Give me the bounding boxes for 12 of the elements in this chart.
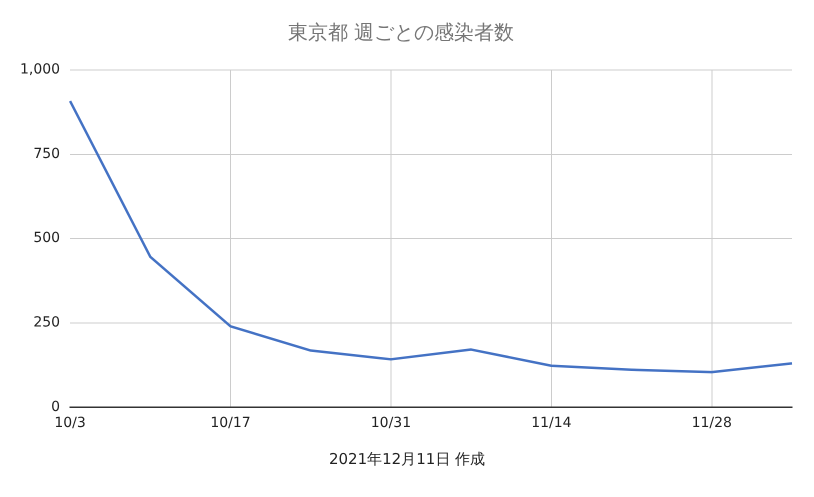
x-tick-label: 11/28 [692,415,732,432]
x-tick-label: 10/3 [54,415,86,432]
chart-title: 東京都 週ごとの感染者数 [288,20,514,44]
y-tick-label: 500 [33,230,60,246]
x-tick-label: 10/17 [210,415,251,432]
x-tick-label: 10/31 [370,415,412,432]
y-tick-label: 1,000 [20,62,60,78]
y-tick-label: 250 [33,314,60,331]
y-tick-label: 750 [33,146,60,162]
y-tick-label: 0 [51,398,60,415]
text: 2021年12月11日 作成 [328,450,486,469]
x-tick-label: 11/14 [531,415,572,432]
